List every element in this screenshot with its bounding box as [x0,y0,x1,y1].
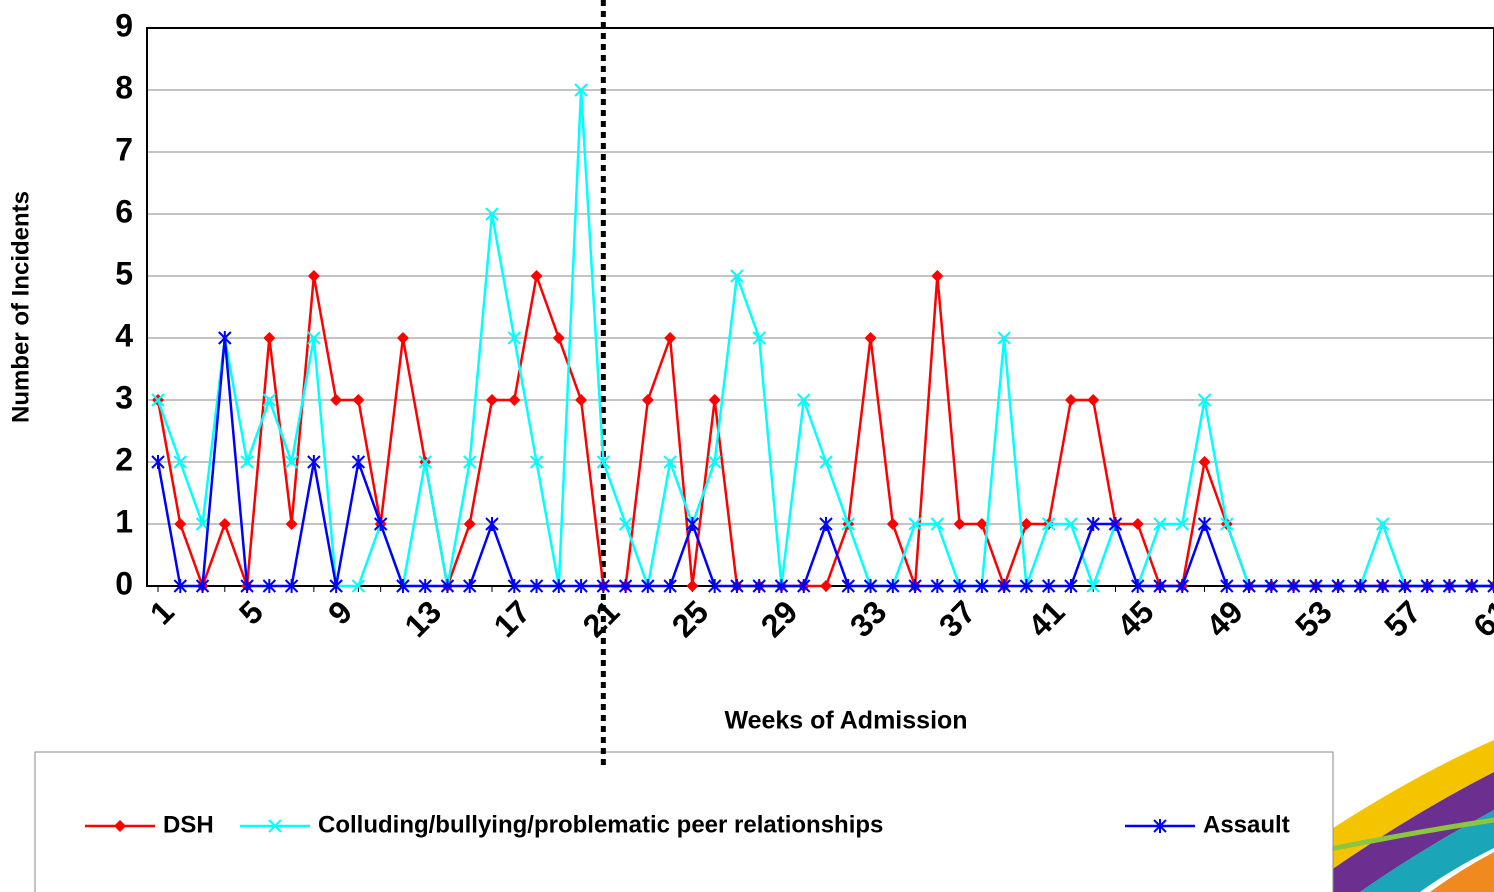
x-tick-label: 9 [321,593,359,631]
chart: Number of Incidents Weeks of Admission 0… [0,0,1494,892]
x-tick-label: 53 [1288,593,1339,644]
marker [820,580,832,592]
y-tick-label: 3 [115,379,133,415]
marker [352,394,364,406]
marker [553,332,565,344]
x-tick-label: 57 [1377,593,1428,644]
legend-label: Colluding/bullying/problematic peer rela… [318,811,883,838]
marker [263,332,275,344]
marker [397,332,409,344]
marker [664,332,676,344]
y-tick-label: 8 [115,69,133,105]
x-tick-label: 41 [1021,593,1072,644]
x-axis-title: Weeks of Admission [724,707,967,735]
marker [308,270,320,282]
plot-border [147,28,1494,586]
x-tick-label: 37 [932,593,983,644]
data-point [553,332,565,344]
legend-label: DSH [163,811,214,838]
data-point [575,394,587,406]
data-point [1087,394,1099,406]
marker [954,518,966,530]
marker [531,270,543,282]
data-point [464,518,476,530]
x-tick-label: 45 [1110,593,1161,644]
marker [686,580,698,592]
marker [286,518,298,530]
marker [642,394,654,406]
marker [887,518,899,530]
y-tick-label: 7 [115,131,133,167]
data-point [352,394,364,406]
marker [931,270,943,282]
marker [1087,394,1099,406]
data-point [820,580,832,592]
data-point [508,394,520,406]
y-tick-label: 9 [115,7,133,43]
data-point [642,394,654,406]
data-point [1199,456,1211,468]
x-tick-label: 29 [754,593,805,644]
x-tick-label: 49 [1199,593,1250,644]
marker [486,394,498,406]
marker [1132,518,1144,530]
legend-label: Assault [1203,811,1290,838]
data-point [531,270,543,282]
marker [1199,456,1211,468]
data-point [308,270,320,282]
data-point [263,332,275,344]
data-point [931,270,943,282]
data-point [887,518,899,530]
y-axis-title: Number of Incidents [7,191,34,423]
y-tick-label: 5 [115,255,133,291]
x-tick-label: 5 [232,593,270,631]
marker [865,332,877,344]
data-point [865,332,877,344]
x-tick-label: 1 [143,593,181,631]
data-point [709,394,721,406]
marker [575,394,587,406]
data-point [286,518,298,530]
x-tick-label: 61 [1466,593,1494,644]
marker [709,394,721,406]
data-point [1132,518,1144,530]
data-point [954,518,966,530]
marker [174,518,186,530]
x-tick-label: 25 [665,593,716,644]
marker [464,518,476,530]
marker [330,394,342,406]
series-line [158,276,1494,586]
marker [219,518,231,530]
y-tick-label: 6 [115,193,133,229]
data-point [1065,394,1077,406]
data-point [219,518,231,530]
y-tick-label: 1 [115,503,133,539]
y-tick-label: 0 [115,565,133,601]
data-point [664,332,676,344]
data-point [686,580,698,592]
y-tick-label: 4 [115,317,133,353]
marker [1065,394,1077,406]
data-point [174,518,186,530]
x-tick-label: 33 [843,593,894,644]
x-tick-label: 17 [487,593,538,644]
data-point [486,394,498,406]
data-point [397,332,409,344]
marker [508,394,520,406]
y-tick-label: 2 [115,441,133,477]
data-point [330,394,342,406]
x-tick-label: 13 [398,593,449,644]
